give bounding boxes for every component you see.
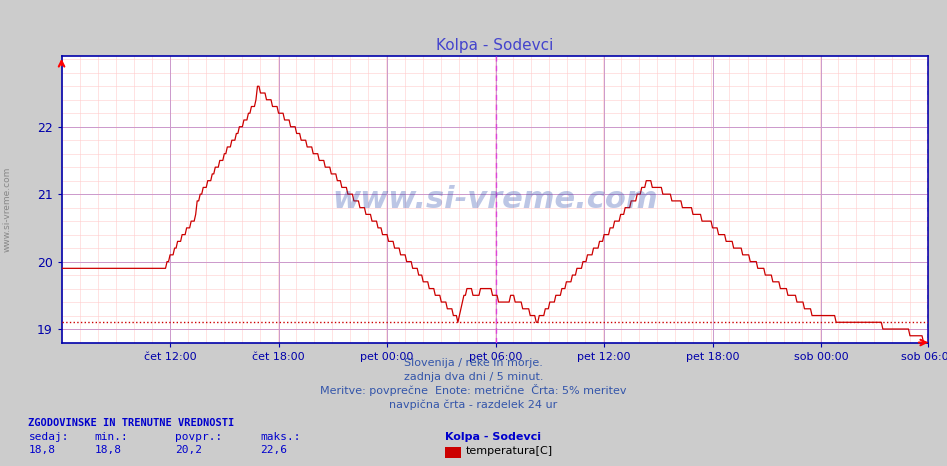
Text: 20,2: 20,2 bbox=[175, 445, 203, 455]
Text: zadnja dva dni / 5 minut.: zadnja dva dni / 5 minut. bbox=[403, 372, 544, 382]
Text: 18,8: 18,8 bbox=[95, 445, 122, 455]
Text: maks.:: maks.: bbox=[260, 432, 301, 442]
Text: min.:: min.: bbox=[95, 432, 129, 442]
Text: temperatura[C]: temperatura[C] bbox=[466, 446, 553, 456]
Title: Kolpa - Sodevci: Kolpa - Sodevci bbox=[437, 38, 553, 54]
Text: 18,8: 18,8 bbox=[28, 445, 56, 455]
Text: 22,6: 22,6 bbox=[260, 445, 288, 455]
Text: povpr.:: povpr.: bbox=[175, 432, 223, 442]
Text: Meritve: povprečne  Enote: metrične  Črta: 5% meritev: Meritve: povprečne Enote: metrične Črta:… bbox=[320, 384, 627, 396]
Text: navpična črta - razdelek 24 ur: navpična črta - razdelek 24 ur bbox=[389, 399, 558, 410]
Text: Kolpa - Sodevci: Kolpa - Sodevci bbox=[445, 432, 541, 442]
Text: Slovenija / reke in morje.: Slovenija / reke in morje. bbox=[404, 358, 543, 368]
Text: www.si-vreme.com: www.si-vreme.com bbox=[332, 185, 657, 214]
Text: sedaj:: sedaj: bbox=[28, 432, 69, 442]
Text: www.si-vreme.com: www.si-vreme.com bbox=[3, 167, 12, 253]
Text: ZGODOVINSKE IN TRENUTNE VREDNOSTI: ZGODOVINSKE IN TRENUTNE VREDNOSTI bbox=[28, 418, 235, 428]
